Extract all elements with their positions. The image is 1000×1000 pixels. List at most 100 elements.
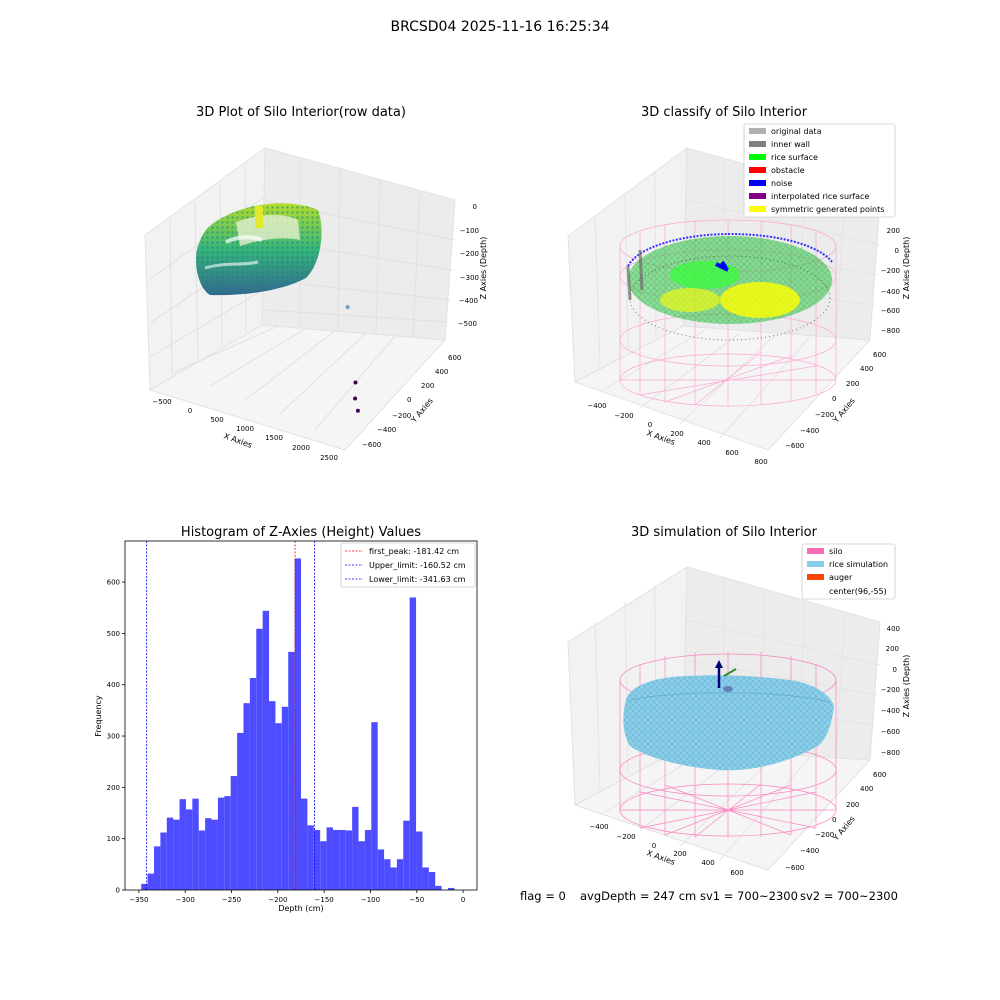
p2-legend-swatch: [749, 167, 766, 173]
status-sv2: sv2 = 700~2300: [800, 889, 898, 903]
histogram-bar: [141, 883, 148, 890]
histogram-legend-label: first_peak: -181.42 cm: [369, 547, 459, 556]
histogram-bar: [332, 829, 340, 890]
histogram-bar: [307, 825, 314, 890]
p2-legend-swatch: [749, 180, 766, 186]
histogram-bar: [288, 651, 295, 890]
p1-xtick: 500: [210, 416, 223, 424]
p1-ytick: 200: [421, 382, 434, 390]
p1-xtick: 1500: [265, 434, 283, 442]
histogram-y-tick-label: 400: [107, 681, 120, 689]
figure-suptitle: BRCSD04 2025-11-16 16:25:34: [390, 19, 609, 35]
p2-legend-label: noise: [771, 179, 792, 188]
histogram-y-tick-label: 0: [116, 887, 120, 895]
histogram-frame: [124, 540, 478, 891]
panel1-x-ticks: −500 0 500 1000 1500 2000 2500: [152, 398, 338, 462]
p1-ytick: 400: [435, 368, 448, 376]
histogram-y-tick-label: 600: [107, 579, 120, 587]
status-footer: flag = 0 avgDepth = 247 cm sv1 = 700~230…: [520, 889, 898, 903]
p2-xtick: 400: [697, 439, 710, 447]
p2-ztick: 200: [887, 227, 900, 235]
p1-zlabel: Z Axies (Depth): [479, 237, 488, 300]
histogram-bar: [237, 732, 244, 890]
classify-3d-panel: 3D classify of Silo Interior: [567, 105, 911, 466]
p1-ztick: −500: [458, 320, 477, 328]
status-sv1: sv1 = 700~2300: [700, 889, 798, 903]
p1-ytick: 0: [407, 396, 411, 404]
p4-legend-swatch: [807, 548, 824, 554]
panel1-axes-box: [144, 147, 456, 451]
panel2-z-ticks: 200 0 −200 −400 −600 −800: [881, 227, 900, 335]
p1-xtick: 2500: [320, 454, 338, 462]
p1-ytick: −200: [392, 412, 411, 420]
histogram-bar: [243, 703, 250, 890]
histogram-bar: [384, 859, 391, 890]
histogram-bar: [205, 818, 212, 890]
panel4-title: 3D simulation of Silo Interior: [631, 525, 818, 540]
p1-ztick: −400: [459, 297, 478, 305]
p4-ytick: −200: [815, 831, 834, 839]
histogram-bar: [326, 827, 333, 890]
p1-xlabel: X Axies: [222, 431, 253, 450]
histogram-y-tick-label: 300: [107, 733, 120, 741]
p1-xtick: −500: [152, 398, 171, 406]
p4-ztick: −800: [881, 749, 900, 757]
histogram-bar: [211, 819, 218, 890]
p4-ytick: 600: [873, 771, 886, 779]
histogram-bar: [396, 859, 404, 890]
histogram-bar: [416, 831, 423, 890]
histogram-bar: [185, 809, 193, 890]
simulation-3d-panel: 3D simulation of Silo Interior: [567, 525, 911, 877]
histogram-x-tick-label: −300: [176, 896, 195, 904]
histogram-ylabel: Frequency: [94, 695, 103, 737]
p4-ztick: 0: [893, 666, 897, 674]
histogram-bar: [345, 830, 353, 890]
panel1-z-ticks: 0 −100 −200 −300 −400 −500: [458, 203, 479, 328]
p2-legend-label: interpolated rice surface: [771, 192, 869, 201]
p4-ztick: −600: [881, 728, 900, 736]
panel2-rice-surface: [626, 232, 833, 341]
histogram-bar: [198, 830, 206, 890]
histogram-bar: [409, 597, 417, 890]
p4-xtick: 200: [673, 850, 686, 858]
panel4-z-ticks: 400 200 0 −200 −400 −600 −800: [881, 625, 900, 757]
p2-legend-swatch: [749, 128, 766, 134]
panel2-x-ticks: −400 −200 0 200 400 600 800: [587, 402, 767, 466]
p4-legend-swatch: [807, 561, 824, 567]
histogram-y-tick-label: 500: [107, 630, 120, 638]
histogram-bar: [217, 797, 225, 890]
histogram-bar: [224, 796, 231, 890]
histogram-bar: [294, 558, 301, 890]
p1-xtick: 1000: [236, 425, 254, 433]
p4-ytick: −400: [800, 847, 819, 855]
p2-ytick: −600: [785, 442, 804, 450]
p4-ztick: 200: [886, 645, 899, 653]
p2-xtick: 200: [670, 430, 683, 438]
outlier-point: [345, 305, 350, 310]
histogram-bar: [173, 819, 180, 890]
p4-ytick: 400: [860, 785, 873, 793]
panel2-title: 3D classify of Silo Interior: [641, 105, 808, 120]
histogram-bar: [153, 846, 161, 891]
histogram-bar: [160, 832, 167, 890]
histogram-x-tick-label: −250: [222, 896, 241, 904]
outlier-point: [353, 396, 358, 401]
status-avg-depth: avgDepth = 247 cm: [580, 889, 696, 903]
p4-ztick: −200: [881, 686, 900, 694]
histogram-bar: [230, 776, 238, 890]
p4-zlabel: Z Axies (Depth): [902, 655, 911, 718]
p4-ytick: 200: [846, 801, 859, 809]
histogram-bar: [192, 798, 199, 890]
histogram-bar: [147, 873, 154, 890]
p2-ztick: −400: [881, 288, 900, 296]
p2-legend-swatch: [749, 206, 766, 212]
histogram-y-tick-label: 100: [107, 835, 120, 843]
histogram-bar: [371, 722, 378, 890]
p4-xtick: −400: [589, 823, 608, 831]
p4-ztick: −400: [881, 707, 900, 715]
p4-xtick: 400: [701, 859, 714, 867]
p2-ztick: −800: [881, 327, 900, 335]
histogram-bar: [256, 628, 263, 890]
p2-xtick: 600: [725, 449, 738, 457]
